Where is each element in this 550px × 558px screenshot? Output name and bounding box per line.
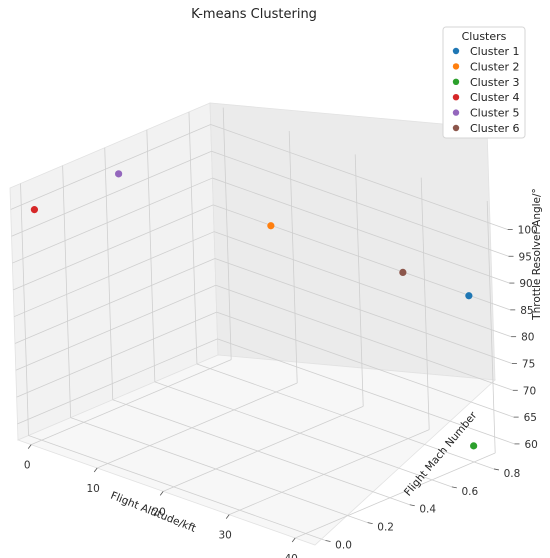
scatter-point — [267, 222, 275, 230]
scatter-point — [465, 292, 473, 300]
x-tick-label: 20 — [153, 506, 166, 518]
z-tick-label: 65 — [524, 412, 537, 424]
legend-entry: Cluster 5 — [470, 107, 520, 120]
scatter-point — [30, 206, 39, 214]
y-tick-label: 0.6 — [461, 486, 478, 498]
x-tick-label: 10 — [87, 483, 100, 495]
chart-title: K-means Clustering — [191, 7, 317, 22]
legend-title: Clusters — [462, 30, 507, 43]
legend-entry: Cluster 4 — [470, 91, 520, 104]
y-tick-label: 0.8 — [504, 468, 521, 480]
legend-marker — [452, 47, 460, 55]
legend-marker — [452, 94, 460, 101]
legend-entry: Cluster 2 — [470, 60, 520, 73]
axes-ticks: 0 10 20 30 40 0.0 0.2 0.4 0.6 0.8 60 65 70 75 80 85 90 95… — [24, 224, 538, 558]
z-tick-label: 85 — [520, 305, 533, 317]
z-tick-label: 100 — [518, 224, 538, 236]
z-tick-label: 80 — [521, 332, 534, 344]
legend-entry: Cluster 3 — [470, 76, 520, 89]
x-tick-label: 30 — [219, 530, 232, 542]
legend: Clusters Cluster 1 Cluster 2 Cluster 3 Clust… — [442, 26, 526, 139]
axes-grid — [10, 107, 515, 541]
scatter-points — [30, 170, 478, 450]
y-tick-label: 0.2 — [377, 522, 394, 534]
legend-entry: Cluster 6 — [470, 122, 520, 135]
x-tick-label: 40 — [285, 553, 298, 558]
z-tick-label: 90 — [519, 278, 532, 290]
legend-entry: Cluster 1 — [470, 45, 520, 58]
z-tick-label: 70 — [523, 385, 536, 397]
z-tick-label: 60 — [524, 439, 537, 451]
z-axis-label: Throttle Resolver Angle/° — [531, 188, 543, 321]
x-tick-label: 0 — [24, 460, 31, 472]
legend-marker — [452, 78, 460, 86]
legend-box — [442, 26, 526, 139]
legend-marker — [452, 124, 460, 132]
z-tick-label: 75 — [522, 358, 535, 370]
y-tick-label: 0.4 — [419, 504, 436, 516]
scatter-point — [399, 268, 407, 277]
z-tick-label: 95 — [519, 251, 532, 263]
legend-marker — [452, 63, 460, 70]
scatter-point — [115, 170, 123, 178]
legend-marker — [452, 109, 460, 116]
scatter-point — [470, 442, 478, 450]
y-tick-label: 0.0 — [335, 540, 352, 552]
